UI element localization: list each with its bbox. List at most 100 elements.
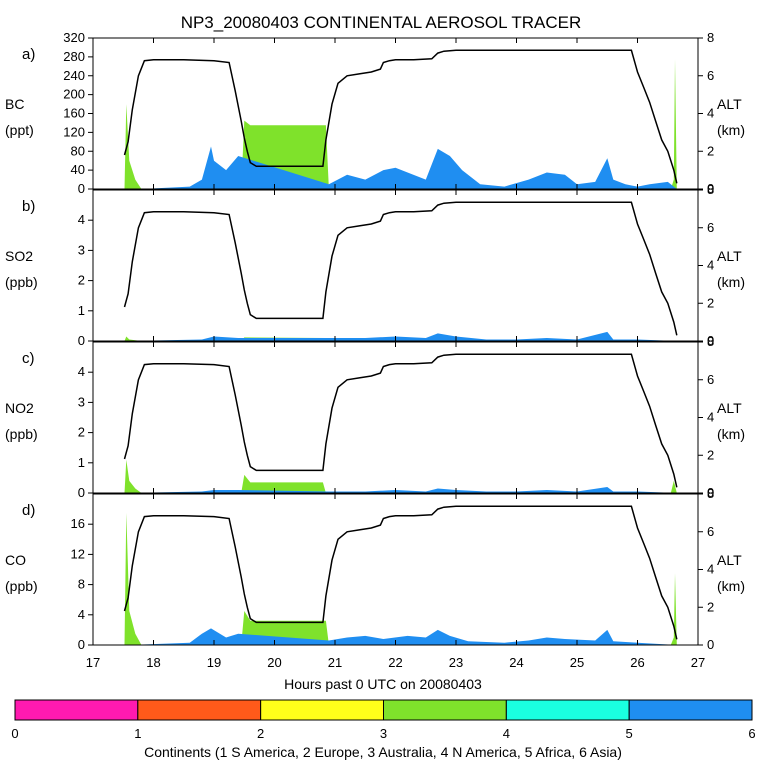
panel-id: c): [22, 350, 35, 367]
series-n-america: [124, 512, 677, 645]
x-tick-label: 19: [207, 655, 221, 670]
x-tick-label: 17: [86, 655, 100, 670]
alt-tick-label: 6: [707, 68, 714, 83]
x-tick-label: 22: [388, 655, 402, 670]
colorbar-tick-label: 6: [748, 726, 755, 741]
panel-frame: [92, 341, 699, 494]
colorbar-tick-label: 2: [257, 726, 264, 741]
alt-tick-label: 6: [707, 372, 714, 387]
altitude-line: [123, 505, 678, 640]
colorbar-swatch: [505, 699, 630, 721]
y-tick-label: 0: [78, 181, 85, 196]
alt-axis-label: ALT: [717, 248, 742, 264]
series-n-america: [124, 59, 677, 190]
alt-axis-label: ALT: [717, 96, 742, 112]
alt-tick-label: 0: [707, 181, 714, 196]
colorbar-tick-label: 4: [503, 726, 510, 741]
x-tick-label: 26: [630, 655, 644, 670]
colorbar-label: Continents (1 S America, 2 Europe, 3 Aus…: [144, 744, 622, 760]
panel-frame: [92, 189, 699, 342]
alt-tick-label: 8: [707, 30, 714, 45]
alt-tick-label: 0: [707, 637, 714, 652]
y-tick-label: 120: [63, 124, 85, 139]
alt-tick-label: 8: [707, 486, 714, 501]
y-tick-label: 3: [78, 394, 85, 409]
colorbar-tick-label: 0: [11, 726, 18, 741]
series-asia: [129, 487, 677, 493]
alt-tick-label: 2: [707, 599, 714, 614]
alt-tick-label: 6: [707, 524, 714, 539]
x-tick-label: 18: [146, 655, 160, 670]
altitude-line: [123, 353, 678, 488]
colorbar-swatch: [260, 699, 384, 721]
alt-tick-label: 8: [707, 182, 714, 197]
x-axis-label: Hours past 0 UTC on 20080403: [284, 676, 482, 692]
colorbar-swatch: [383, 699, 507, 721]
colorbar: 0 1 2 3 4 5 6: [11, 699, 756, 741]
x-tick-label: 20: [267, 655, 281, 670]
colorbar-swatch: [628, 699, 753, 721]
altitude-line: [123, 49, 678, 184]
alt-axis-label: ALT: [717, 552, 742, 568]
alt-tick-label: 8: [707, 334, 714, 349]
y-axis-label: CO: [5, 552, 26, 568]
panel-bc: 0 40 80 120 160 200 240 280 320 0 2 4 6 8 a) BC (ppt) ALT…: [5, 30, 745, 196]
alt-axis-unit: (km): [717, 274, 745, 290]
y-axis-label: SO2: [5, 248, 33, 264]
chart-title: NP3_20080403 CONTINENTAL AEROSOL TRACER: [181, 13, 582, 32]
y-tick-label: 12: [71, 546, 85, 561]
colorbar-swatch: [14, 699, 139, 721]
y-tick-label: 160: [63, 106, 85, 121]
panel-id: b): [22, 198, 35, 215]
panel-frame: [92, 493, 699, 646]
panel-no2: 0 1 2 3 4 0 2 4 6 8 c) NO2 (ppb) ALT (km): [5, 334, 745, 500]
alt-tick-label: 4: [707, 410, 714, 425]
alt-tick-label: 6: [707, 220, 714, 235]
y-tick-label: 320: [63, 30, 85, 45]
y-tick-label: 4: [78, 212, 85, 227]
x-tick-label: 24: [509, 655, 523, 670]
colorbar-tick-label: 5: [626, 726, 633, 741]
alt-tick-label: 4: [707, 106, 714, 121]
y-axis-unit: (ppb): [5, 426, 38, 442]
y-tick-label: 200: [63, 87, 85, 102]
y-tick-label: 280: [63, 49, 85, 64]
y-tick-label: 4: [78, 364, 85, 379]
y-tick-label: 0: [78, 485, 85, 500]
y-tick-label: 2: [78, 425, 85, 440]
y-axis-unit: (ppb): [5, 274, 38, 290]
x-tick-label: 27: [691, 655, 705, 670]
alt-tick-label: 2: [707, 295, 714, 310]
y-tick-label: 80: [71, 143, 85, 158]
y-tick-label: 2: [78, 273, 85, 288]
series-asia: [129, 146, 677, 189]
colorbar-tick-label: 3: [380, 726, 387, 741]
alt-axis-unit: (km): [717, 122, 745, 138]
y-tick-label: 1: [78, 303, 85, 318]
alt-axis-unit: (km): [717, 426, 745, 442]
panel-id: a): [22, 46, 35, 63]
y-tick-label: 0: [78, 333, 85, 348]
y-tick-label: 16: [71, 516, 85, 531]
y-tick-label: 0: [78, 637, 85, 652]
alt-axis-unit: (km): [717, 578, 745, 594]
y-tick-label: 240: [63, 68, 85, 83]
colorbar-swatch: [137, 699, 262, 721]
series-n-america: [124, 459, 677, 493]
panel-so2: 0 1 2 3 4 0 2 4 6 8 b) SO2 (ppb) ALT (km): [5, 182, 745, 348]
y-axis-unit: (ppt): [5, 122, 34, 138]
x-tick-label: 23: [449, 655, 463, 670]
alt-tick-label: 0: [707, 333, 714, 348]
series-asia: [129, 331, 677, 341]
alt-tick-label: 0: [707, 485, 714, 500]
y-tick-label: 8: [78, 577, 85, 592]
alt-axis-label: ALT: [717, 400, 742, 416]
alt-tick-label: 4: [707, 258, 714, 273]
alt-tick-label: 4: [707, 562, 714, 577]
alt-tick-label: 2: [707, 143, 714, 158]
y-tick-label: 40: [71, 162, 85, 177]
y-axis-label: BC: [5, 96, 24, 112]
panel-co: 0 4 8 12 16 0 2 4 6 8 d) CO (ppb) ALT (km): [5, 486, 745, 652]
x-tick-label: 25: [570, 655, 584, 670]
